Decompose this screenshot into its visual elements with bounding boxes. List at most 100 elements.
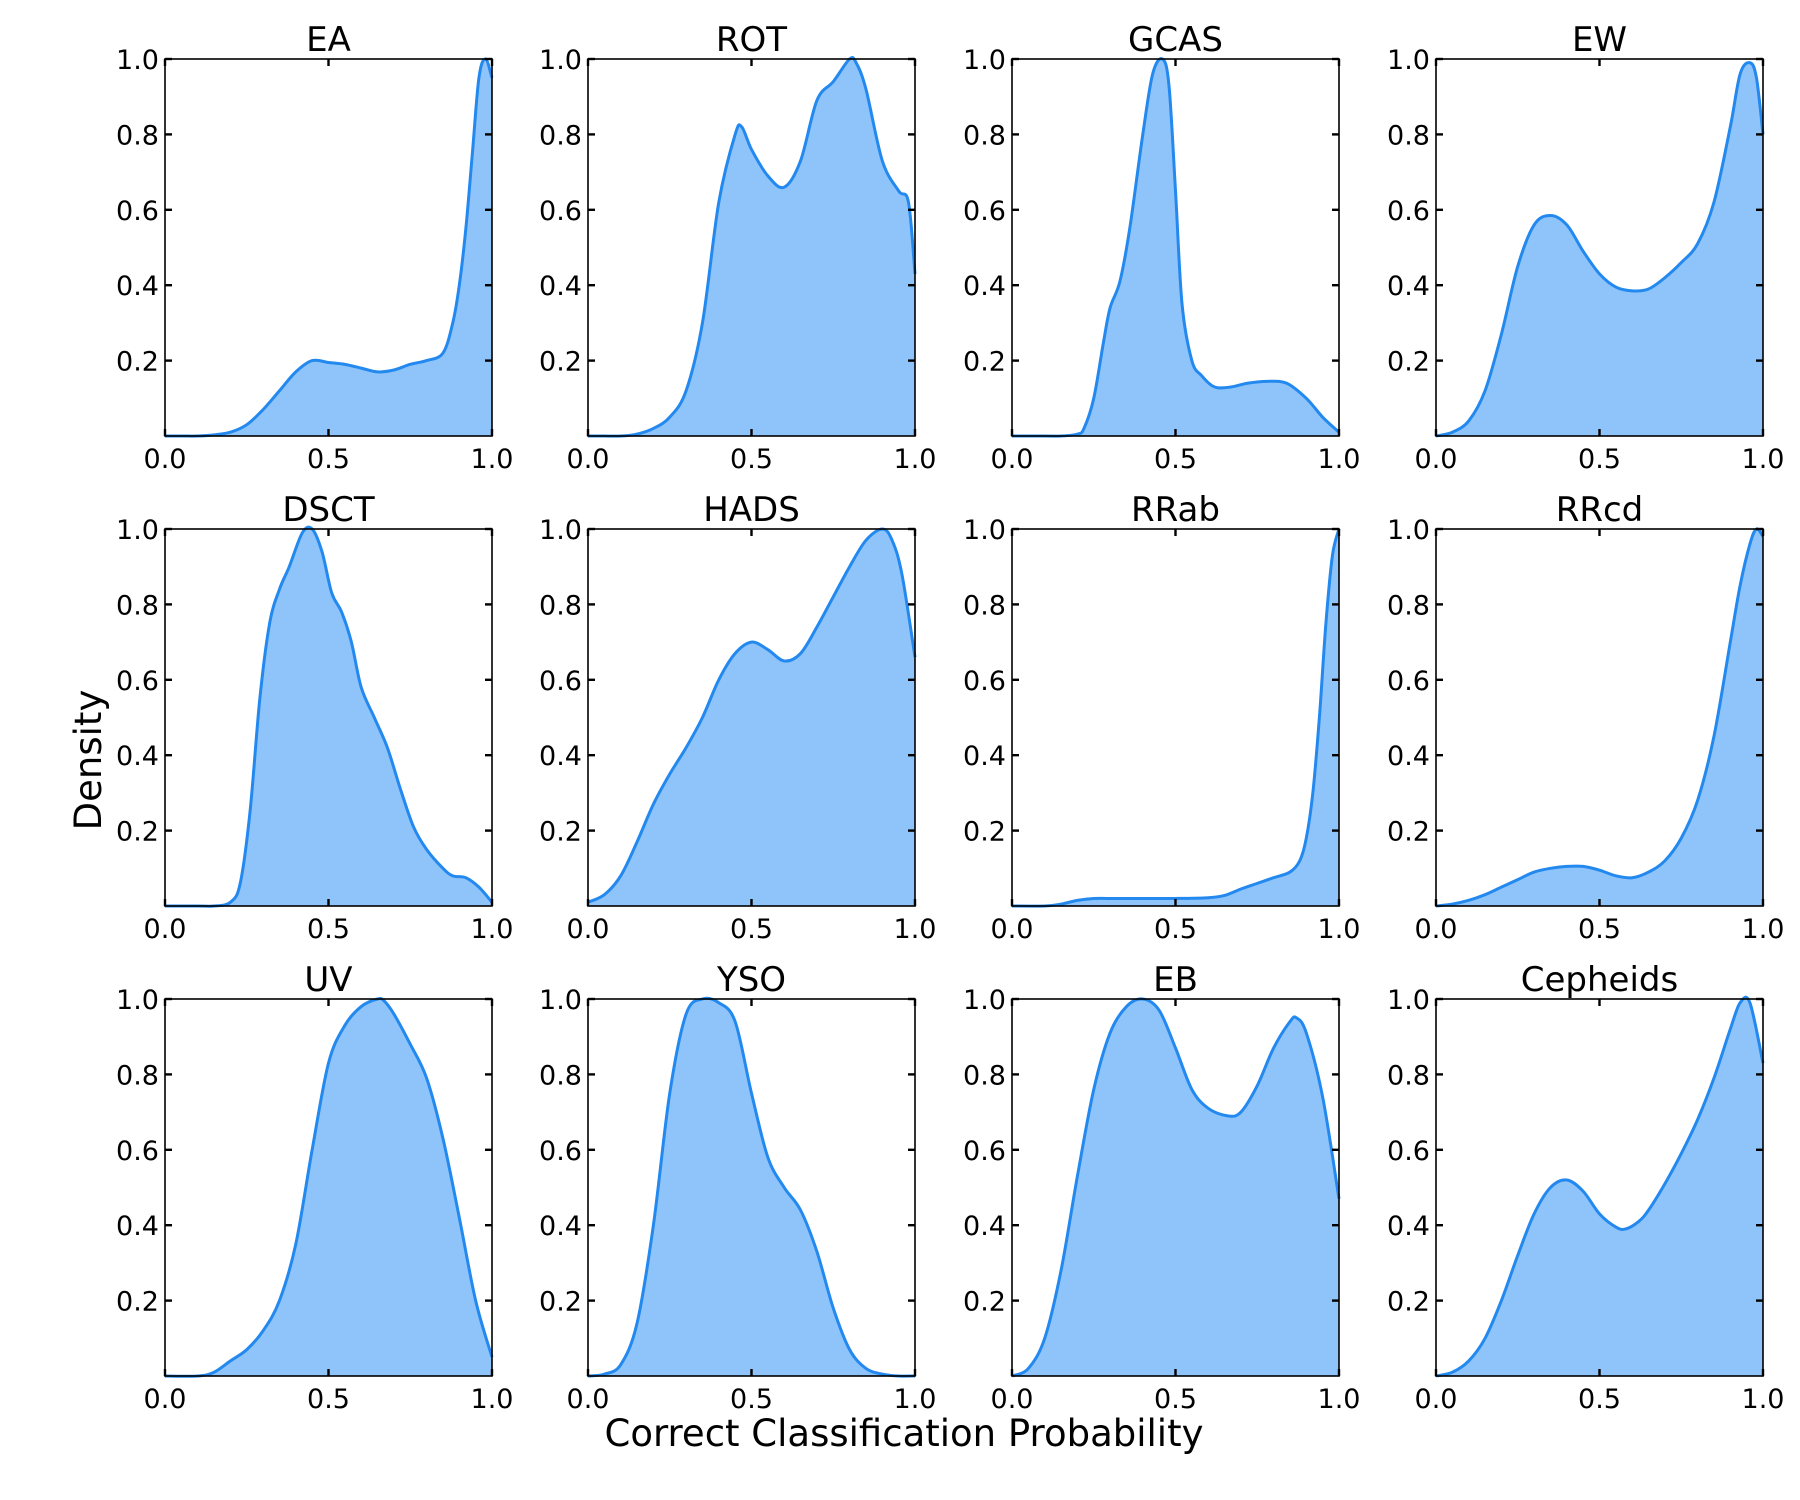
subplot-ea: EA 0.0 0.5 1.0 0.2 0.4 0.6 0.8 1.0 [116,20,513,475]
y-tick-label: 0.4 [116,741,159,772]
y-tick-label: 0.8 [963,1060,1006,1091]
subplot-grid: EA 0.0 0.5 1.0 0.2 0.4 0.6 0.8 1.0 ROT 0.0 0.5 1.0 0.… [116,20,1784,1415]
density-curve [164,997,494,1378]
x-tick-label: 0.5 [307,914,350,945]
x-tick-label: 0.0 [567,914,610,945]
density-curve [587,527,917,904]
y-tick-label: 0.6 [116,1136,159,1167]
x-tick-label: 0.0 [1415,914,1458,945]
x-tick-label: 0.0 [991,914,1034,945]
density-curve [1435,61,1765,438]
x-tick-label: 0.5 [1154,914,1197,945]
subplot-ew: EW 0.0 0.5 1.0 0.2 0.4 0.6 0.8 1.0 [1387,20,1784,475]
y-tick-label: 0.8 [539,120,582,151]
y-tick-label: 0.2 [963,817,1006,848]
y-tick-label: 0.6 [539,666,582,697]
axes-frame [1011,528,1340,907]
y-tick-label: 0.6 [963,1136,1006,1167]
density-curve [587,996,916,1378]
y-tick-label: 0.2 [963,347,1006,378]
y-tick-label: 0.4 [116,1211,159,1242]
x-tick-label: 1.0 [1318,1384,1361,1415]
density-area [165,527,492,907]
subplot-title: EB [1153,960,1198,1000]
y-tick-label: 1.0 [116,515,159,546]
x-tick-label: 0.0 [991,1384,1034,1415]
y-tick-label: 0.8 [1387,1060,1430,1091]
y-tick-label: 0.6 [539,1136,582,1167]
y-tick-label: 1.0 [963,45,1006,76]
x-tick-label: 1.0 [894,1384,937,1415]
y-tick-label: 0.8 [116,120,159,151]
x-tick-label: 0.0 [567,444,610,475]
density-area [1012,58,1339,437]
x-tick-label: 0.0 [144,444,187,475]
subplot-title: HADS [703,490,800,530]
y-tick-label: 0.8 [116,1060,159,1091]
y-tick-label: 1.0 [116,985,159,1016]
density-area [588,529,915,906]
y-tick-label: 0.8 [539,1060,582,1091]
y-tick-label: 0.6 [963,666,1006,697]
subplot-title: EA [306,20,351,60]
x-tick-label: 1.0 [1742,1384,1785,1415]
y-tick-label: 0.6 [116,196,159,227]
subplot-gcas: GCAS 0.0 0.5 1.0 0.2 0.4 0.6 0.8 1.0 [963,20,1360,475]
y-tick-label: 0.2 [1387,1287,1430,1318]
density-curve [1012,57,1341,438]
subplot-uv: UV 0.0 0.5 1.0 0.2 0.4 0.6 0.8 1.0 [116,960,513,1415]
density-curve [588,55,917,438]
x-tick-label: 0.0 [1415,1384,1458,1415]
density-area [1436,62,1763,436]
y-tick-label: 1.0 [116,45,159,76]
density-area [165,59,492,437]
x-tick-label: 1.0 [1742,444,1785,475]
x-tick-label: 1.0 [1318,914,1361,945]
subplot-title: Cepheids [1521,960,1678,1000]
y-tick-label: 0.4 [1387,271,1430,302]
x-axis-label: Correct Classification Probability [605,1412,1204,1455]
subplot-rot: ROT 0.0 0.5 1.0 0.2 0.4 0.6 0.8 1.0 [539,20,936,475]
y-tick-label: 0.2 [963,1287,1006,1318]
subplot-title: YSO [716,960,786,1000]
density-curve [165,57,494,438]
y-tick-label: 0.6 [1387,1136,1430,1167]
x-tick-label: 1.0 [1318,444,1361,475]
y-tick-label: 0.6 [1387,666,1430,697]
y-tick-label: 1.0 [963,985,1006,1016]
x-tick-label: 0.5 [307,444,350,475]
y-tick-label: 0.6 [116,666,159,697]
x-tick-label: 0.5 [730,444,773,475]
y-tick-label: 0.2 [116,347,159,378]
density-curve [1011,528,1341,908]
subplot-title: GCAS [1128,20,1223,60]
density-area [588,57,915,437]
y-tick-label: 0.6 [1387,196,1430,227]
x-tick-label: 1.0 [471,444,514,475]
y-tick-label: 0.4 [1387,741,1430,772]
y-tick-label: 0.6 [963,196,1006,227]
subplot-title: DSCT [282,490,375,530]
y-tick-label: 0.4 [963,1211,1006,1242]
y-tick-label: 1.0 [1387,985,1430,1016]
x-tick-label: 0.0 [144,1384,187,1415]
x-tick-label: 0.5 [1578,914,1621,945]
x-tick-label: 1.0 [894,444,937,475]
y-tick-label: 0.8 [539,590,582,621]
density-area [1012,998,1339,1376]
y-tick-label: 1.0 [1387,515,1430,546]
subplot-rrab: RRab 0.0 0.5 1.0 0.2 0.4 0.6 0.8 1.0 [963,490,1360,945]
y-tick-label: 0.2 [116,1287,159,1318]
density-area [1012,529,1339,907]
y-tick-label: 1.0 [963,515,1006,546]
x-tick-label: 1.0 [894,914,937,945]
y-axis-label: Density [67,690,110,831]
density-area [1436,528,1763,906]
x-tick-label: 0.0 [1415,444,1458,475]
density-area [165,998,492,1377]
y-tick-label: 0.4 [539,741,582,772]
y-tick-label: 1.0 [539,985,582,1016]
y-tick-label: 0.2 [539,347,582,378]
x-tick-label: 0.0 [991,444,1034,475]
subplot-title: RRab [1131,490,1220,530]
